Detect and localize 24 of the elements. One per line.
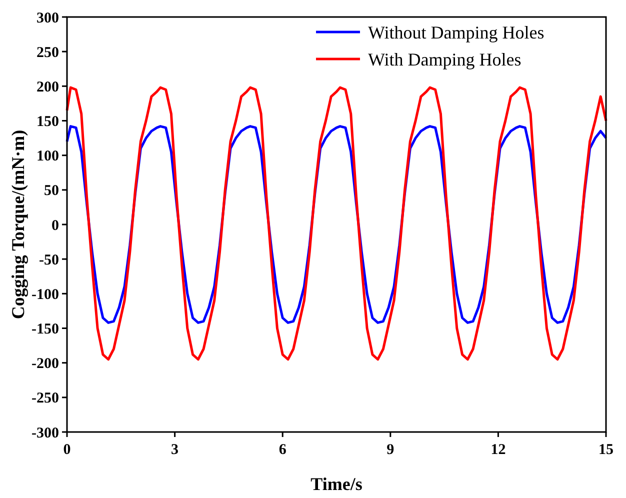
y-tick-label: 0: [52, 218, 59, 234]
y-tick-label: -100: [32, 286, 59, 303]
x-tick-label: 9: [386, 442, 394, 458]
y-tick-label: 50: [44, 183, 59, 200]
x-tick-label: 15: [598, 442, 614, 458]
x-tick-label: 6: [278, 442, 287, 458]
y-tick-label: 300: [36, 10, 59, 26]
y-tick-label: 200: [36, 79, 59, 96]
y-tick-label: -150: [32, 322, 59, 338]
line-series: [66, 86, 608, 361]
y-tick-label: -250: [32, 390, 59, 407]
y-tick-label: 250: [36, 44, 59, 61]
y-tick-label: -300: [32, 425, 59, 442]
x-tick-label: 0: [63, 442, 71, 458]
y-tick-label: 150: [36, 114, 59, 130]
x-tick-label: 3: [171, 442, 179, 458]
x-axis-title: Time/s: [310, 474, 362, 494]
y-axis-title: Cogging Torque/(mN·m): [8, 130, 28, 320]
x-tick-label: 12: [490, 442, 506, 458]
legend-label: Without Damping Holes: [368, 22, 544, 42]
y-tick-label: 100: [36, 148, 59, 165]
y-tick-label: -50: [39, 252, 59, 268]
legend-label: With Damping Holes: [368, 49, 522, 70]
y-tick-label: -200: [32, 356, 59, 372]
